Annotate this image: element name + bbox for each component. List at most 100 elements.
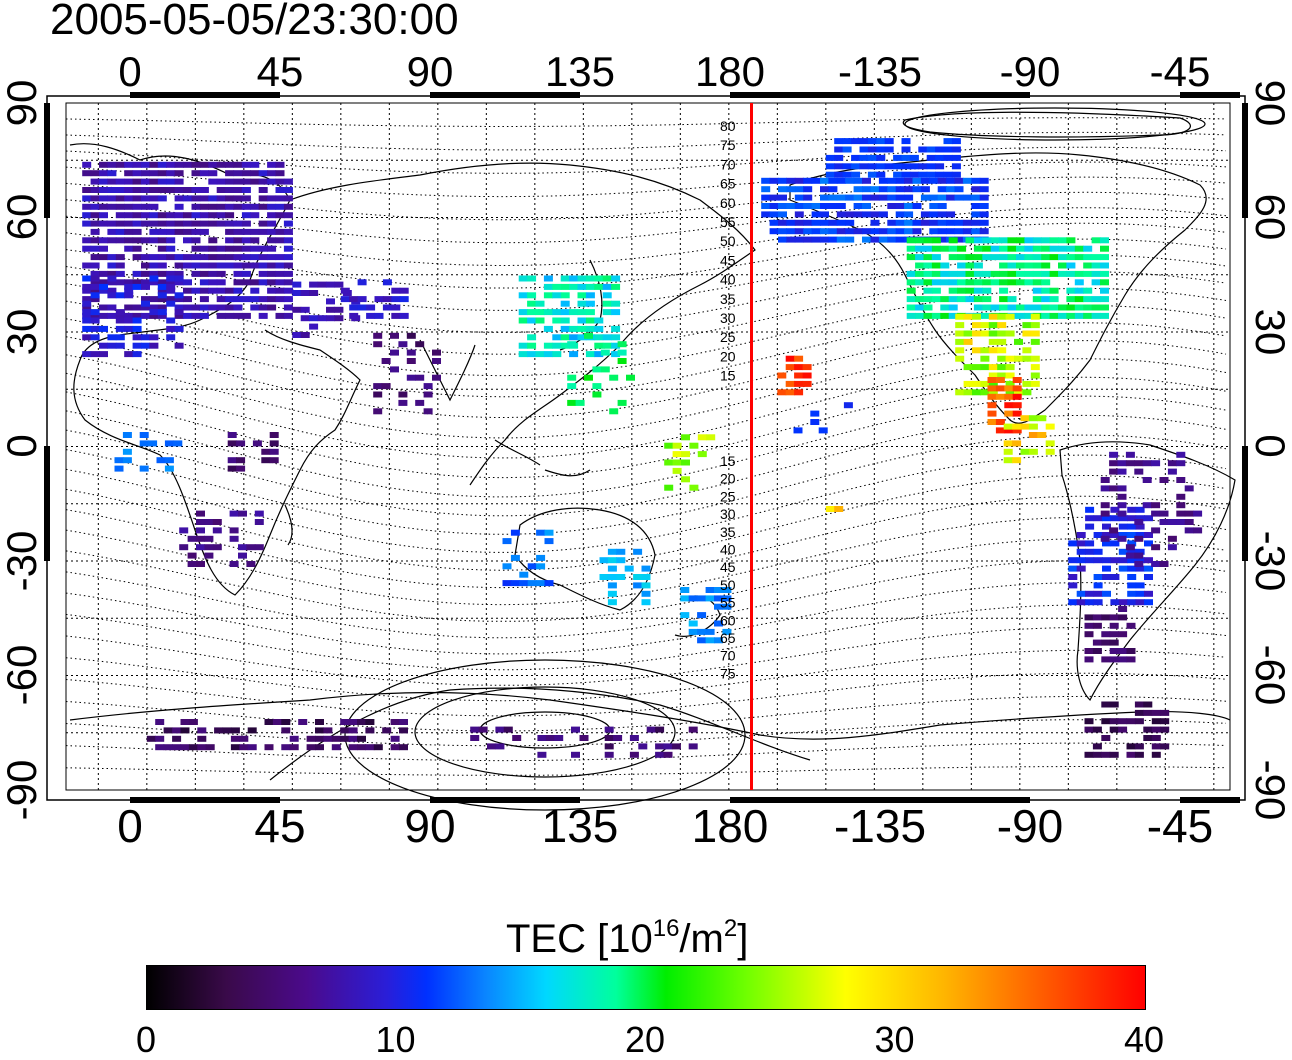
tec-pixel xyxy=(191,287,201,294)
tec-pixel xyxy=(139,440,149,447)
tec-pixel xyxy=(1030,364,1040,371)
tec-pixel xyxy=(292,281,302,288)
tec-pixel xyxy=(415,341,425,348)
tec-colorbar xyxy=(146,965,1146,1010)
tec-pixel xyxy=(535,309,545,316)
tec-pixel xyxy=(1012,427,1022,434)
tec-pixel xyxy=(527,309,537,316)
tec-pixel xyxy=(997,313,1007,320)
tec-pixel xyxy=(915,262,925,269)
tec-pixel xyxy=(141,334,150,341)
tec-pixel xyxy=(149,342,159,349)
tec-pixel xyxy=(1024,237,1034,244)
tec-pixel xyxy=(997,347,1007,354)
tec-pixel xyxy=(973,245,983,252)
tec-pixel xyxy=(1118,548,1128,555)
tec-pixel xyxy=(987,385,997,392)
tec-pixel xyxy=(904,228,914,235)
tec-pixel xyxy=(955,347,965,354)
tec-pixel xyxy=(1074,270,1084,277)
tec-pixel xyxy=(432,349,441,356)
tec-pixel xyxy=(577,292,587,299)
tec-pixel xyxy=(1151,527,1161,534)
tec-pixel xyxy=(216,287,226,294)
tec-pixel xyxy=(99,351,108,358)
tec-pixel xyxy=(878,228,888,235)
tec-pixel xyxy=(157,212,167,219)
tec-pixel xyxy=(979,186,989,193)
bottom-tick-label: 180 xyxy=(692,800,769,852)
tec-pixel xyxy=(680,587,690,593)
tec-pixel xyxy=(107,342,117,349)
tec-pixel xyxy=(225,296,235,303)
tec-pixel xyxy=(241,279,251,286)
tec-pixel xyxy=(233,270,243,277)
tec-pixel xyxy=(250,237,260,244)
magnetic-contour xyxy=(65,695,1227,732)
tec-pixel xyxy=(166,237,176,244)
tec-pixel xyxy=(146,735,156,742)
magnetic-contour xyxy=(65,207,1227,266)
tec-pixel xyxy=(90,203,100,210)
tec-pixel xyxy=(990,237,1000,244)
tec-pixel xyxy=(918,163,928,170)
tec-pixel xyxy=(292,290,302,296)
tec-pixel xyxy=(1012,377,1022,383)
tec-pixel xyxy=(845,228,855,235)
tec-pixel xyxy=(115,270,125,277)
tec-pixel xyxy=(229,527,239,534)
tec-pixel xyxy=(794,380,804,387)
tec-pixel xyxy=(1020,448,1030,455)
tec-pixel xyxy=(604,726,614,733)
tec-pixel xyxy=(1135,523,1145,530)
tec-pixel xyxy=(971,177,981,184)
tec-pixel xyxy=(233,245,243,252)
tec-pixel xyxy=(706,434,716,441)
tec-pixel xyxy=(971,186,981,193)
left-tick-label: -30 xyxy=(0,531,45,592)
tec-pixel xyxy=(225,178,235,185)
tec-pixel xyxy=(166,245,176,252)
tec-pixel xyxy=(778,203,787,209)
tec-pixel xyxy=(157,304,167,311)
tec-pixel xyxy=(82,245,92,252)
tec-pixel xyxy=(965,296,975,303)
tec-pixel xyxy=(602,334,612,341)
tec-pixel xyxy=(1144,590,1153,597)
tec-pixel xyxy=(1005,389,1015,396)
tec-pixel xyxy=(929,219,939,226)
tec-pixel xyxy=(502,563,512,570)
tec-pixel xyxy=(979,219,989,226)
tec-pixel xyxy=(1022,355,1032,362)
tec-pixel xyxy=(250,170,260,177)
tec-pixel xyxy=(609,374,619,381)
tec-pixel xyxy=(166,334,176,341)
tec-pixel xyxy=(990,245,1000,252)
tec-pixel xyxy=(552,351,562,358)
tec-pixel xyxy=(357,296,367,303)
tec-pixel xyxy=(275,203,285,210)
tec-pixel xyxy=(283,287,293,294)
tec-pixel xyxy=(149,212,159,219)
tec-pixel xyxy=(233,220,243,227)
tec-pixel xyxy=(415,399,425,406)
tec-pixel xyxy=(982,245,992,252)
tec-pixel xyxy=(163,744,173,751)
tec-pixel xyxy=(115,309,125,316)
tec-pixel xyxy=(946,194,956,201)
tec-pixel xyxy=(230,735,240,742)
tec-pixel xyxy=(585,292,595,299)
tec-pixel xyxy=(527,334,537,341)
contour-label: 65 xyxy=(720,630,736,646)
tec-pixel xyxy=(909,171,919,178)
tec-pixel xyxy=(641,582,651,589)
contour-label: 40 xyxy=(720,272,736,288)
bottom-tick-label: 45 xyxy=(254,800,305,852)
tec-pixel xyxy=(594,334,604,341)
tec-pixel xyxy=(399,744,408,751)
tec-pixel xyxy=(334,315,344,322)
tec-pixel xyxy=(225,312,235,319)
tec-pixel xyxy=(955,389,965,396)
tec-pixel xyxy=(1127,515,1137,522)
tec-pixel xyxy=(1126,648,1136,654)
